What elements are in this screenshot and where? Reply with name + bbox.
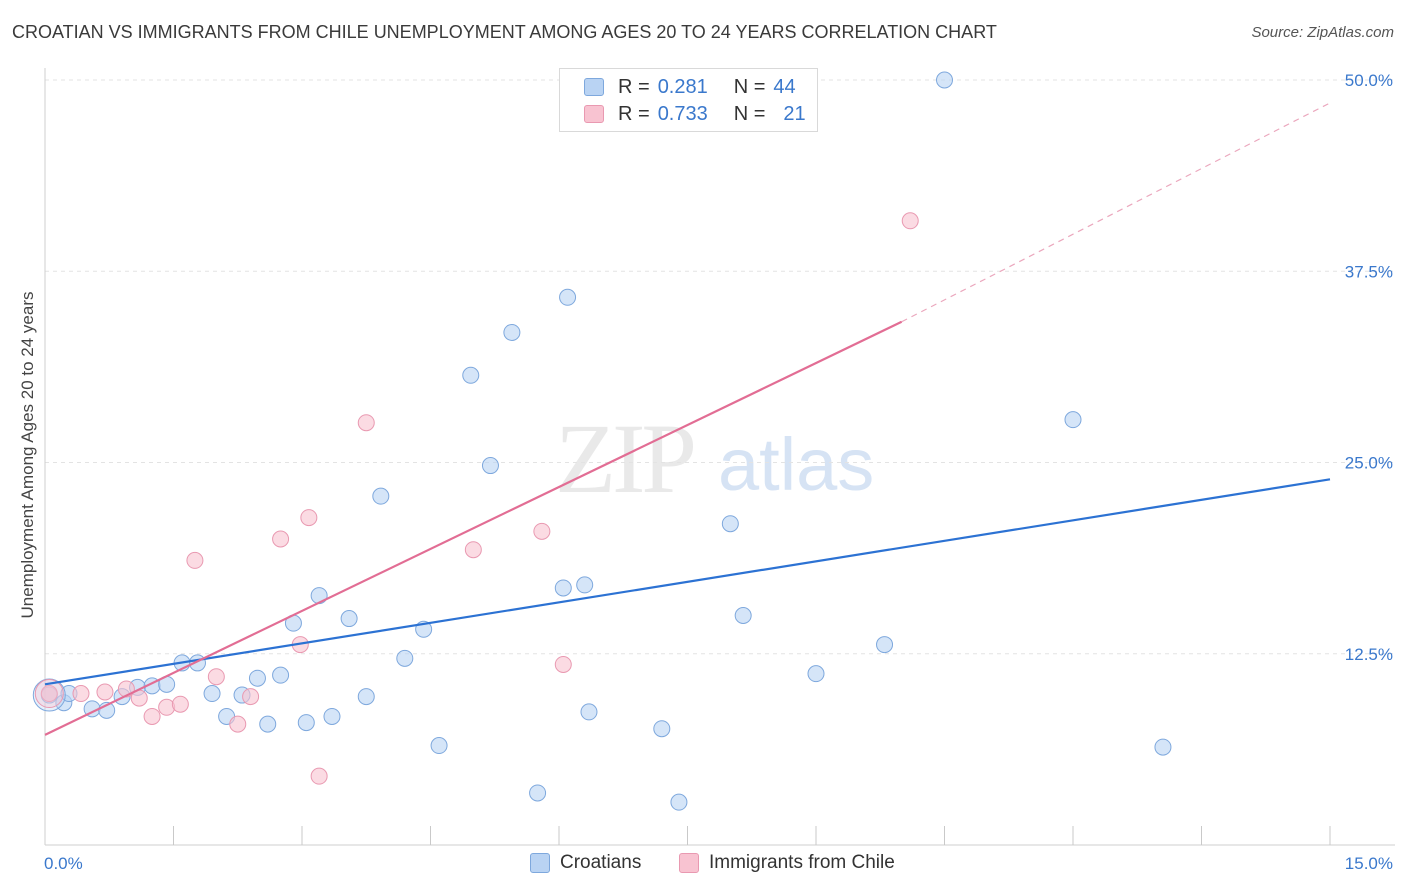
data-point [340,610,358,628]
watermark-atlas: atlas [718,423,874,506]
data-point [430,737,448,755]
data-point [807,665,825,683]
tick-labels: 12.5% 25.0% 37.5% 50.0% 0.0% 15.0% [44,71,1393,873]
data-point [721,515,739,533]
data-point [272,666,290,684]
data-point [936,71,953,89]
trendlines [44,102,1331,736]
data-point [876,636,894,654]
source-label: Source: ZipAtlas.com [1251,24,1394,41]
legend-r-label: R = [618,75,650,98]
trendline-croatians [44,478,1331,686]
legend: R = 0.281 N = 44 R = 0.733 N = 21 [559,68,818,132]
data-point [207,668,225,686]
legend-r-value: 0.733 [657,102,708,125]
bottom-legend-label: Croatians [560,852,642,873]
y-tick-label: 25.0% [1345,454,1393,473]
y-tick-label: 50.0% [1345,71,1393,90]
data-point [186,551,204,569]
bottom-legend-chile: Immigrants from Chile [679,852,895,874]
bottom-legend-swatch-blue [530,853,550,873]
trendline-chile-extension [901,102,1331,323]
data-point [559,288,577,306]
data-point [734,607,752,624]
bottom-legend: Croatians Immigrants from Chile [0,852,1406,878]
data-point [96,683,114,701]
data-point [554,579,572,597]
x-tick-label: 15.0% [1345,854,1393,873]
legend-swatch-blue [584,78,604,96]
x-tick-label: 0.0% [44,854,83,873]
legend-r-label: R = [618,102,650,125]
data-point [462,366,480,384]
y-tick-label: 37.5% [1345,262,1393,281]
watermark-zip: ZIP [555,403,693,514]
data-point-cluster [34,679,64,709]
data-point [242,688,260,706]
series-immigrants-from-chile [34,212,919,785]
data-point [259,715,277,733]
data-point [372,487,390,505]
data-point [529,784,547,802]
data-point [580,703,598,721]
y-axis-label: Unemployment Among Ages 20 to 24 years [18,291,37,619]
chart-title: CROATIAN VS IMMIGRANTS FROM CHILE UNEMPL… [12,22,997,42]
watermark: ZIP atlas [555,403,874,514]
data-point [297,714,315,732]
series-croatians [32,71,1172,811]
data-point [481,457,499,475]
data-point [171,695,189,713]
data-point [670,793,688,811]
data-point [203,685,221,703]
bottom-legend-swatch-pink [679,853,699,873]
trendline-chile [44,320,903,736]
data-point [653,720,671,738]
data-point [72,685,90,703]
legend-swatch-pink [584,105,604,123]
data-point [357,688,375,706]
data-point [396,649,414,667]
data-point [1064,411,1082,429]
data-point [357,414,375,432]
data-point [323,707,341,725]
data-point [554,655,572,673]
bottom-legend-label: Immigrants from Chile [709,852,895,873]
y-tick-label: 12.5% [1345,645,1393,664]
legend-n-label: N = [733,75,766,98]
data-point [248,669,266,687]
data-point [40,685,58,703]
data-point [503,323,521,341]
data-point [143,707,161,725]
data-point [300,509,318,527]
data-point [533,522,551,540]
data-point [229,715,247,733]
data-point [576,576,594,594]
legend-row-chile: R = 0.733 N = 21 [584,102,806,126]
data-point [310,767,328,785]
data-point [272,530,290,548]
data-point [1154,738,1172,756]
legend-row-croatians: R = 0.281 N = 44 [584,75,796,99]
grid [45,79,1395,655]
data-point [901,212,919,230]
legend-n-value: 44 [773,75,796,98]
data-point [464,541,482,559]
legend-n-label: N = [733,102,766,125]
data-point [310,587,328,605]
bottom-legend-croatians: Croatians [530,852,641,874]
legend-n-value: 21 [783,102,806,125]
legend-r-value: 0.281 [657,75,708,98]
axes [44,68,1395,846]
